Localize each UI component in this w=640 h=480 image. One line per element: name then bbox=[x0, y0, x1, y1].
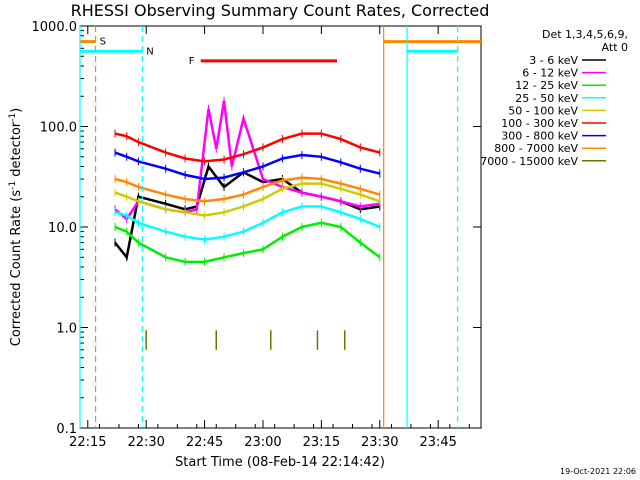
y-tick-label: 100.0 bbox=[40, 121, 77, 136]
y-tick-label: 0.1 bbox=[56, 422, 77, 437]
plot-frame bbox=[79, 25, 482, 429]
series-line-25-50-kev bbox=[114, 205, 381, 241]
y-tick-label: 10.0 bbox=[48, 221, 77, 236]
legend-label: 300 - 800 keV bbox=[501, 130, 578, 143]
x-tick-label: 23:45 bbox=[419, 435, 456, 450]
night-label: N bbox=[146, 46, 153, 57]
legend-label: 25 - 50 keV bbox=[515, 92, 578, 105]
y-axis-title: Corrected Count Rate (s-1 detector-1) bbox=[8, 108, 24, 346]
flare-label: F bbox=[189, 56, 195, 67]
event-markers: S N F bbox=[79, 26, 481, 428]
series-line-50-100-kev bbox=[114, 182, 381, 217]
x-tick-label: 23:15 bbox=[303, 435, 340, 450]
x-tick-label: 22:30 bbox=[127, 435, 164, 450]
x-axis-title: Start Time (08-Feb-14 22:14:42) bbox=[175, 455, 385, 470]
legend-label: 50 - 100 keV bbox=[508, 104, 578, 117]
legend-label: 7000 - 15000 keV bbox=[480, 155, 578, 168]
x-tick-label: 23:00 bbox=[244, 435, 281, 450]
axis-ticks: 22:15 22:30 22:45 23:00 23:15 23:30 23:45 1000.… bbox=[32, 20, 481, 450]
series-layer bbox=[114, 96, 381, 350]
saa-label: S bbox=[100, 37, 106, 48]
legend-label: 6 - 12 keV bbox=[522, 67, 578, 80]
legend-label: 12 - 25 keV bbox=[515, 79, 578, 92]
legend-label: 3 - 6 keV bbox=[529, 54, 578, 67]
x-tick-label: 22:15 bbox=[69, 435, 106, 450]
legend-header: Det 1,3,4,5,6,9, bbox=[542, 28, 628, 41]
legend-label: 800 - 7000 keV bbox=[494, 142, 578, 155]
chart-title: RHESSI Observing Summary Count Rates, Co… bbox=[71, 1, 490, 20]
y-tick-label: 1.0 bbox=[56, 322, 77, 337]
x-tick-label: 23:30 bbox=[361, 435, 398, 450]
x-tick-label: 22:45 bbox=[186, 435, 223, 450]
series-line-100-300-kev bbox=[114, 132, 381, 163]
y-tick-label: 1000.0 bbox=[32, 20, 78, 35]
legend-label: 100 - 300 keV bbox=[501, 117, 578, 130]
timestamp: 19-Oct-2021 22:06 bbox=[560, 467, 636, 476]
legend-header: Att 0 bbox=[602, 41, 628, 54]
